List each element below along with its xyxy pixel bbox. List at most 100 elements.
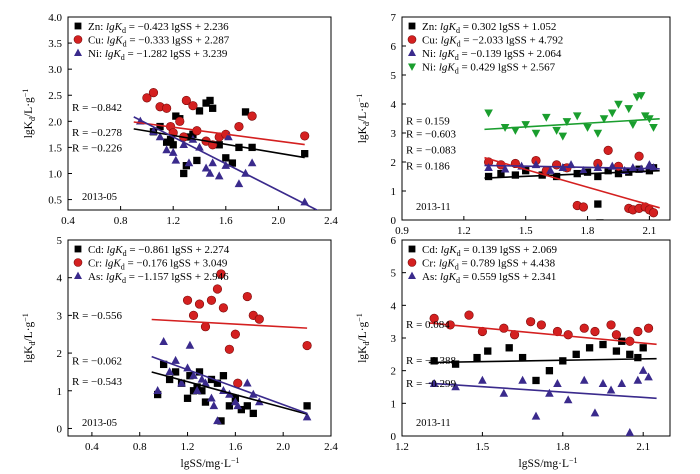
data-point-cd (572, 350, 580, 358)
chart-panel-3: 0.4 0.8 1.2 1.6 2.0 2.4 0 1 2 3 4 5 lgKd/L·g−1 Cd: lg… (21, 235, 338, 453)
data-point-cd (249, 409, 257, 418)
trend-line-cd (151, 371, 308, 415)
data-point-cd (225, 402, 234, 410)
data-point-ni (645, 160, 654, 169)
data-point-as (563, 395, 573, 404)
y-tick-label: 2 (391, 366, 397, 378)
x-tick-label: 2.0 (272, 215, 286, 227)
data-point-as (553, 379, 562, 387)
data-point-as (302, 412, 312, 421)
data-point-ni (500, 164, 510, 173)
data-point-cd (599, 340, 607, 349)
data-point-as (189, 370, 198, 379)
data-point-as (233, 401, 243, 410)
y-tick-label: 0 (391, 215, 397, 227)
data-point-ni (649, 123, 658, 132)
legend-entry: Ni: lgKd = 0.429 lgSS + 2.567 (422, 62, 556, 76)
data-point-cd (159, 360, 168, 369)
data-point-as (171, 355, 180, 364)
data-point-zn (248, 143, 256, 152)
data-point-as (617, 379, 627, 387)
legend-entry: Cu: lgKd = −0.333 lgSS + 2.287 (88, 35, 230, 49)
data-point-as (644, 372, 653, 381)
correlation-label: R = 0.084 (406, 319, 450, 331)
data-point-cd (473, 353, 481, 362)
data-point-zn (497, 169, 505, 178)
data-point-as (633, 375, 643, 384)
x-tick-label: 0.8 (133, 441, 147, 453)
data-point-as (209, 401, 219, 410)
data-point-cd (626, 350, 634, 358)
data-point-cr (200, 322, 211, 332)
data-point-cr (206, 295, 217, 305)
data-point-cu (634, 151, 644, 161)
data-point-cr (526, 317, 536, 327)
data-point-zn (552, 172, 561, 181)
data-point-cu (578, 202, 589, 212)
data-point-cr (212, 284, 223, 294)
legend-entry: Ni: lgKd = −0.139 lgSS + 2.064 (422, 48, 562, 62)
trend-line-cu (133, 121, 305, 146)
y-tick-label: 4 (57, 273, 63, 285)
correlation-label: R = −0.388 (406, 355, 456, 367)
data-point-cr (242, 291, 252, 302)
data-point-cr (188, 310, 199, 320)
y-axis-title: lgKd/L·g−1 (355, 94, 371, 144)
data-point-ni (531, 129, 541, 138)
data-point-cu (247, 111, 257, 121)
data-point-cd (219, 372, 228, 380)
y-tick-label: 3.5 (48, 38, 62, 50)
data-point-as (590, 408, 600, 417)
correlation-label: R = −0.543 (72, 376, 122, 388)
data-point-ni (484, 109, 493, 118)
x-tick-label: 2.1 (643, 225, 657, 237)
data-point-cr (216, 269, 226, 279)
legend-marker-as (408, 271, 416, 279)
data-point-cu (234, 121, 244, 132)
data-point-cu (648, 208, 659, 218)
legend-entry: As: lgKd = 0.559 lgSS + 2.341 (422, 271, 556, 285)
data-point-ni (162, 145, 171, 154)
x-tick-label: 1.5 (476, 441, 490, 453)
data-point-cd (207, 375, 216, 384)
y-tick-label: 2 (57, 348, 63, 360)
data-point-ni (572, 112, 582, 121)
correlation-label: R = −0.299 (406, 378, 456, 390)
trend-line-as (428, 382, 657, 400)
y-tick-label: 2.0 (48, 116, 62, 128)
trend-line-ni (133, 116, 319, 210)
data-point-ni (552, 126, 561, 135)
legend-entry: Cr: lgKd = 0.789 lgSS + 4.438 (422, 258, 556, 272)
data-point-zn (235, 143, 243, 152)
data-point-cd (518, 353, 527, 362)
data-point-cr (536, 320, 546, 330)
data-point-zn (228, 159, 237, 167)
data-point-cr (194, 299, 205, 309)
trend-line-ni (484, 118, 660, 131)
y-tick-label: 7 (391, 12, 397, 24)
data-point-cd (195, 368, 204, 376)
legend-entry: Cu: lgKd = −2.033 lgSS + 4.792 (422, 35, 563, 49)
period-label: 2013-11 (416, 202, 451, 213)
data-point-as (478, 375, 487, 384)
data-point-ni (558, 132, 568, 141)
y-tick-label: 4 (391, 99, 397, 111)
period-label: 2013-05 (82, 418, 117, 429)
data-point-ni (628, 121, 638, 130)
x-tick-label: 0.9 (395, 225, 409, 237)
x-axis-title-left: lgSS/mg·L−1 (181, 456, 240, 470)
x-tick-label: 1.2 (395, 441, 409, 453)
y-axis-title: lgKd/L·g−1 (21, 89, 37, 139)
x-tick-label: 1.2 (457, 225, 471, 237)
data-point-as (201, 378, 210, 387)
data-point-cu (148, 88, 159, 98)
legend-entry: Cr: lgKd = −0.176 lgSS + 3.049 (88, 258, 228, 272)
data-point-ni (511, 126, 520, 135)
data-point-zn (583, 168, 592, 176)
data-point-as (177, 378, 186, 387)
x-tick-label: 1.2 (166, 215, 180, 227)
data-point-cd (484, 347, 492, 355)
plot-frame (67, 16, 332, 211)
data-point-ni (484, 163, 493, 172)
data-point-as (598, 379, 608, 387)
